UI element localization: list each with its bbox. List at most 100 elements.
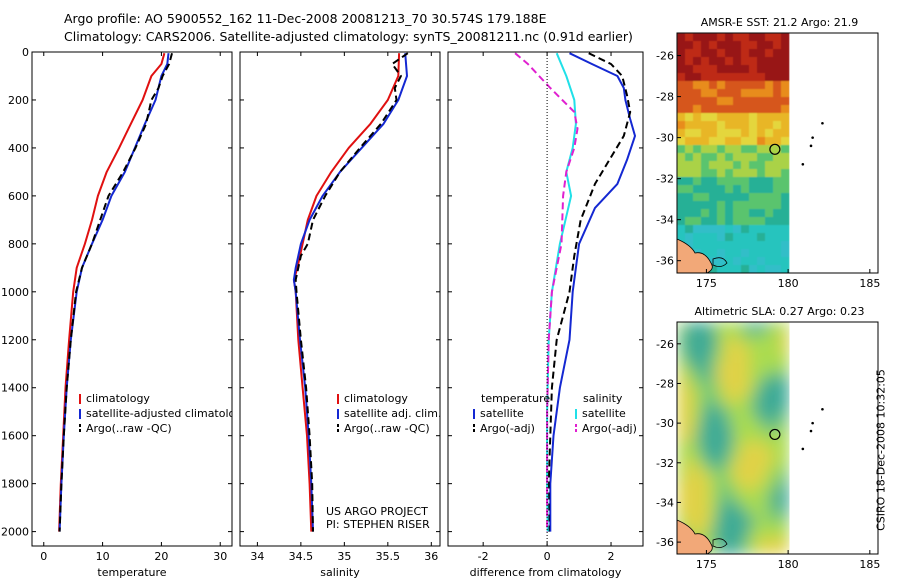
legend-label: satellite-adjusted climatology <box>86 407 249 420</box>
map-cell <box>765 169 774 178</box>
map-cell <box>693 209 702 218</box>
map-cell <box>701 121 710 130</box>
map-cell <box>717 538 726 547</box>
map-cell <box>709 241 718 250</box>
x-tick-label: 20 <box>154 550 168 563</box>
map-cell <box>741 442 750 451</box>
map-cell <box>717 450 726 459</box>
argo-float-marker <box>769 143 781 155</box>
map-x-tick-label: 185 <box>859 277 880 290</box>
map-cell <box>717 474 726 483</box>
map-cell <box>709 81 718 90</box>
map-cell <box>773 161 782 170</box>
map-cell <box>701 105 710 114</box>
map-cell <box>677 322 686 331</box>
map-cell <box>773 249 782 258</box>
map-cell <box>781 362 790 371</box>
map-cell <box>725 418 734 427</box>
map-cell <box>741 458 750 467</box>
map-cell <box>677 129 686 138</box>
map-cell <box>725 201 734 210</box>
map-cell <box>773 538 782 547</box>
map-x-tick-label: 175 <box>696 277 717 290</box>
map-cell <box>773 113 782 122</box>
map-cell <box>781 386 790 395</box>
map-cell <box>741 89 750 98</box>
map-cell <box>677 386 686 395</box>
map-cell <box>757 354 766 363</box>
map-cell <box>693 514 702 523</box>
map-cell <box>677 346 686 355</box>
map-cell <box>685 81 694 90</box>
map-cell <box>773 201 782 210</box>
map-y-tick-label: -36 <box>656 255 674 268</box>
map-cell <box>781 33 790 42</box>
series-line-temperature-argo-adj- <box>547 52 632 532</box>
map-cell <box>765 113 774 122</box>
legend-label: climatology <box>86 392 150 405</box>
map-cell <box>701 482 710 491</box>
map-cell <box>733 249 742 258</box>
map-cell <box>693 322 702 331</box>
map-cell <box>749 370 758 379</box>
map-cell <box>693 410 702 419</box>
map-cell <box>757 233 766 242</box>
map-cell <box>749 137 758 146</box>
map-cell <box>757 169 766 178</box>
map-cell <box>709 354 718 363</box>
map-cell <box>741 153 750 162</box>
map-cell <box>749 506 758 515</box>
map-cell <box>741 65 750 74</box>
map-cell <box>717 241 726 250</box>
map-cell <box>701 434 710 443</box>
map-cell <box>741 161 750 170</box>
map-cell <box>685 57 694 66</box>
map-cell <box>765 105 774 114</box>
map-cell <box>725 41 734 50</box>
argo-float-marker <box>769 428 781 441</box>
map-cell <box>677 378 686 387</box>
map-cell <box>773 514 782 523</box>
map-cell <box>781 458 790 467</box>
map-cell <box>765 153 774 162</box>
map-cell <box>709 514 718 523</box>
map-cell <box>773 217 782 226</box>
map-cell <box>765 514 774 523</box>
map-cell <box>725 474 734 483</box>
map-cell <box>773 346 782 355</box>
map-cell <box>717 466 726 475</box>
series-line-climatology <box>292 53 401 532</box>
map-cell <box>701 418 710 427</box>
map-cell <box>757 514 766 523</box>
map-cell <box>677 161 686 170</box>
map-cell <box>725 177 734 186</box>
legend-label: Argo(..raw -QC) <box>344 422 430 435</box>
map-cell <box>709 426 718 435</box>
panel-salinity-frame <box>239 51 441 547</box>
map-cell <box>701 442 710 451</box>
map-cell <box>733 378 742 387</box>
map-cell <box>773 530 782 539</box>
map-cell <box>701 145 710 154</box>
map-cell <box>717 402 726 411</box>
map-cell <box>733 450 742 459</box>
map-cell <box>717 233 726 242</box>
map-cell <box>773 137 782 146</box>
legend-label: satellite <box>582 407 626 420</box>
map-cell <box>781 65 790 74</box>
map-cell <box>757 450 766 459</box>
map-cell <box>773 57 782 66</box>
map-cell <box>685 426 694 435</box>
map-cell <box>733 402 742 411</box>
map-cell <box>701 474 710 483</box>
map-cell <box>741 418 750 427</box>
map-cell <box>741 490 750 499</box>
map-cell <box>781 402 790 411</box>
map-cell <box>765 354 774 363</box>
map-cell <box>781 185 790 194</box>
map-cell <box>749 225 758 234</box>
map-cell <box>757 522 766 531</box>
map-cell <box>709 73 718 82</box>
map-cell <box>725 410 734 419</box>
map-cell <box>741 474 750 483</box>
